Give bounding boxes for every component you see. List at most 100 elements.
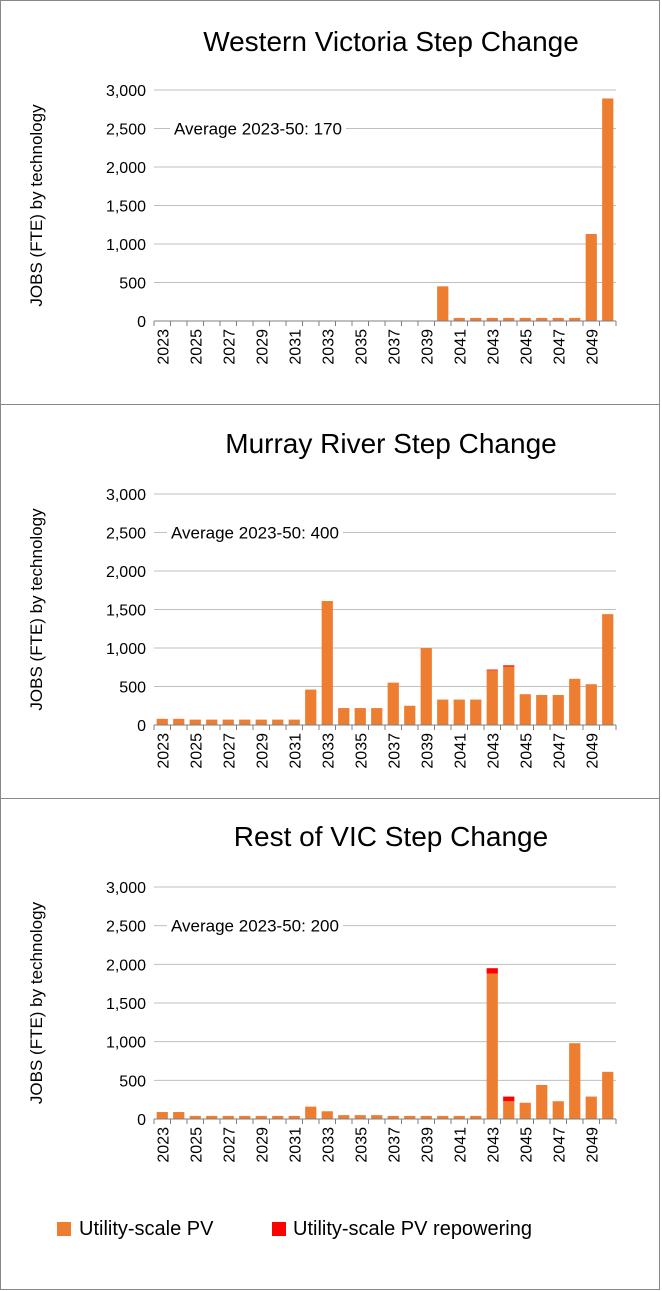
bar-utility-scale-pv-2026 bbox=[206, 1115, 218, 1119]
y-tick-label: 3,000 bbox=[106, 880, 146, 897]
x-tick-label: 2041 bbox=[452, 329, 469, 365]
y-tick-label: 500 bbox=[119, 1073, 146, 1090]
bar-utility-scale-pv-2049 bbox=[585, 684, 597, 725]
bar-utility-scale-pv-2037 bbox=[387, 682, 399, 725]
x-tick-label: 2045 bbox=[518, 329, 535, 365]
bar-utility-scale-pv-2046 bbox=[536, 317, 548, 321]
bar-utility-scale-pv-2031 bbox=[288, 1115, 300, 1119]
chart-murray-river: Murray River Step Change 0 500 1,000 1,500 2,… bbox=[27, 428, 617, 769]
bar-utility-scale-pv-2036 bbox=[371, 1115, 383, 1119]
x-tick-label: 2045 bbox=[518, 733, 535, 769]
legend-swatch-utility-scale-pv-repowering bbox=[272, 1222, 286, 1236]
bar-utility-scale-pv-2048 bbox=[569, 317, 581, 321]
y-tick-label: 1,500 bbox=[106, 603, 146, 620]
bar-utility-scale-pv-2049 bbox=[585, 1096, 597, 1119]
y-tick-label: 2,000 bbox=[106, 564, 146, 581]
bar-utility-scale-pv-2041 bbox=[453, 699, 465, 725]
x-tick-label: 2027 bbox=[221, 733, 238, 769]
y-tick-label: 3,000 bbox=[106, 487, 146, 504]
x-tick-label: 2023 bbox=[155, 733, 172, 769]
bar-utility-scale-pv-repowering-2043 bbox=[486, 669, 498, 671]
bar-utility-scale-pv-2043 bbox=[486, 317, 498, 321]
bar-utility-scale-pv-2033 bbox=[321, 1111, 333, 1119]
bar-utility-scale-pv-2046 bbox=[536, 694, 548, 725]
bar-utility-scale-pv-2028 bbox=[239, 1115, 251, 1119]
x-tick-label: 2037 bbox=[386, 1127, 403, 1163]
y-axis-label: JOBS (FTE) by technology bbox=[27, 508, 46, 711]
bar-utility-scale-pv-2035 bbox=[354, 708, 366, 725]
x-tick-label: 2035 bbox=[353, 733, 370, 769]
bar-utility-scale-pv-2044 bbox=[503, 1101, 515, 1119]
x-tick-label: 2023 bbox=[155, 1127, 172, 1163]
bar-utility-scale-pv-2027 bbox=[222, 719, 234, 725]
bar-utility-scale-pv-2041 bbox=[453, 1115, 465, 1119]
bar-utility-scale-pv-2027 bbox=[222, 1115, 234, 1119]
average-annotation: Average 2023-50: 200 bbox=[171, 917, 339, 936]
x-tick-label: 2039 bbox=[419, 733, 436, 769]
y-tick-label: 2,500 bbox=[106, 526, 146, 543]
x-tick-label: 2025 bbox=[188, 1127, 205, 1163]
bar-utility-scale-pv-2026 bbox=[206, 719, 218, 725]
x-tick-label: 2033 bbox=[320, 733, 337, 769]
bar-utility-scale-pv-2045 bbox=[519, 317, 531, 321]
y-tick-label: 500 bbox=[119, 680, 146, 697]
legend-label-utility-scale-pv: Utility-scale PV bbox=[79, 1218, 214, 1240]
y-axis-label: JOBS (FTE) by technology bbox=[27, 901, 46, 1104]
legend-label-utility-scale-pv-repowering: Utility-scale PV repowering bbox=[293, 1218, 532, 1240]
annotation-background bbox=[167, 915, 343, 937]
bar-utility-scale-pv-2031 bbox=[288, 719, 300, 725]
bar-utility-scale-pv-2041 bbox=[453, 317, 465, 321]
y-tick-label: 2,500 bbox=[106, 122, 146, 139]
bar-utility-scale-pv-2036 bbox=[371, 708, 383, 725]
bar-utility-scale-pv-2037 bbox=[387, 1115, 399, 1119]
bar-utility-scale-pv-2040 bbox=[437, 699, 449, 725]
x-tick-label: 2025 bbox=[188, 329, 205, 365]
bar-utility-scale-pv-2050 bbox=[602, 614, 614, 725]
y-tick-label: 1,500 bbox=[106, 996, 146, 1013]
x-tick-label: 2033 bbox=[320, 329, 337, 365]
bar-utility-scale-pv-2029 bbox=[255, 719, 267, 725]
y-axis-label: JOBS (FTE) by technology bbox=[27, 104, 46, 307]
x-tick-label: 2043 bbox=[485, 733, 502, 769]
bar-utility-scale-pv-2046 bbox=[536, 1084, 548, 1119]
bar-utility-scale-pv-2042 bbox=[470, 317, 482, 321]
x-tick-label: 2039 bbox=[419, 1127, 436, 1163]
y-tick-label: 500 bbox=[119, 276, 146, 293]
average-annotation: Average 2023-50: 400 bbox=[171, 524, 339, 543]
bar-utility-scale-pv-2033 bbox=[321, 601, 333, 725]
bar-utility-scale-pv-2023 bbox=[156, 1112, 168, 1119]
bar-utility-scale-pv-repowering-2043 bbox=[486, 968, 498, 974]
x-tick-label: 2041 bbox=[452, 1127, 469, 1163]
average-annotation: Average 2023-50: 170 bbox=[174, 120, 342, 139]
bar-utility-scale-pv-2024 bbox=[173, 1112, 185, 1119]
x-tick-label: 2047 bbox=[551, 329, 568, 365]
x-tick-label: 2031 bbox=[287, 329, 304, 365]
bar-utility-scale-pv-repowering-2044 bbox=[503, 1096, 515, 1102]
x-tick-label: 2031 bbox=[287, 1127, 304, 1163]
x-tick-label: 2041 bbox=[452, 733, 469, 769]
y-tick-label: 0 bbox=[137, 314, 146, 331]
x-tick-label: 2043 bbox=[485, 1127, 502, 1163]
annotation-background bbox=[170, 118, 346, 140]
x-tick-label: 2037 bbox=[386, 329, 403, 365]
y-tick-label: 1,500 bbox=[106, 199, 146, 216]
bar-utility-scale-pv-2049 bbox=[585, 233, 597, 321]
annotation-background bbox=[167, 522, 343, 544]
bar-utility-scale-pv-2034 bbox=[338, 1115, 350, 1119]
y-tick-label: 1,000 bbox=[106, 237, 146, 254]
x-tick-label: 2025 bbox=[188, 733, 205, 769]
bar-utility-scale-pv-2048 bbox=[569, 678, 581, 725]
x-tick-label: 2049 bbox=[584, 329, 601, 365]
bar-utility-scale-pv-2043 bbox=[486, 670, 498, 725]
x-tick-label: 2047 bbox=[551, 733, 568, 769]
x-tick-label: 2037 bbox=[386, 733, 403, 769]
y-tick-label: 0 bbox=[137, 1112, 146, 1129]
bar-utility-scale-pv-2030 bbox=[272, 719, 284, 725]
chart-panel-western-victoria: Western Victoria Step Change 0 500 1,000 1,5… bbox=[0, 0, 660, 405]
y-tick-label: 1,000 bbox=[106, 1035, 146, 1052]
bar-utility-scale-pv-2029 bbox=[255, 1115, 267, 1119]
y-tick-label: 2,000 bbox=[106, 957, 146, 974]
y-tick-label: 2,000 bbox=[106, 160, 146, 177]
bar-utility-scale-pv-2024 bbox=[173, 718, 185, 725]
bar-utility-scale-pv-2035 bbox=[354, 1115, 366, 1119]
